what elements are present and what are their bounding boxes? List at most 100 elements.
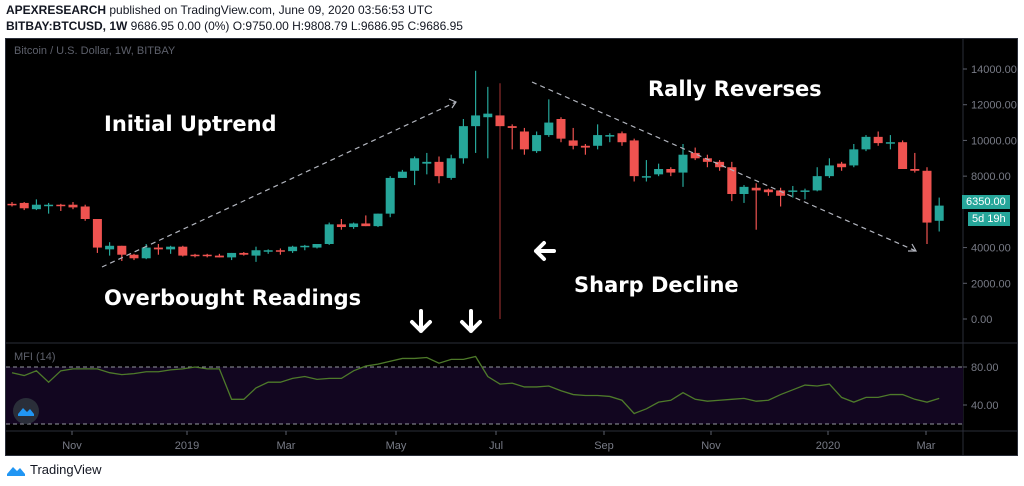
candle-body	[727, 167, 737, 195]
downtrend-line	[531, 81, 917, 252]
candle-body	[80, 206, 90, 220]
candle-body	[654, 169, 664, 175]
price-tick-label: 8000.00	[971, 171, 1011, 183]
candle-body	[446, 158, 456, 178]
candle-body	[788, 190, 798, 192]
symbol-title: Bitcoin / U.S. Dollar, 1W, BITBAY	[14, 45, 176, 57]
candle-body	[641, 176, 651, 178]
candle-body	[141, 247, 151, 259]
footer-brand[interactable]: TradingView	[6, 462, 102, 477]
annotation-initial-uptrend: Initial Uptrend	[104, 112, 277, 136]
mfi-tick-label: 40.00	[971, 400, 999, 412]
author-name: APEXRESEARCH	[6, 3, 107, 17]
candle-body	[19, 202, 29, 209]
candle-body	[178, 246, 188, 256]
candle-body	[507, 126, 517, 128]
candle-body	[910, 169, 920, 171]
candle-body	[227, 252, 237, 258]
candle-body	[349, 223, 359, 228]
time-tick-label: May	[386, 440, 407, 452]
candle-body	[312, 244, 322, 248]
candle-body	[239, 252, 249, 255]
candle-body	[776, 190, 786, 196]
candle-body	[214, 255, 224, 258]
time-tick-label: 2019	[175, 440, 199, 452]
candle-body	[751, 187, 761, 191]
publish-info: APEXRESEARCH published on TradingView.co…	[6, 3, 433, 17]
candle-body	[153, 247, 163, 250]
candle-body	[275, 250, 285, 252]
downtrend-arrowhead	[908, 243, 918, 252]
quote-values: 9686.95 0.00 (0%) O:9750.00 H:9808.79 L:…	[127, 19, 463, 33]
candle-body	[129, 254, 139, 259]
candle-body	[68, 204, 78, 208]
annotation-rally-reverses: Rally Reverses	[648, 77, 822, 101]
annotation-sharp-decline: Sharp Decline	[574, 273, 739, 297]
time-tick-label: Nov	[701, 440, 721, 452]
tradingview-badge[interactable]	[13, 398, 39, 424]
candle-body	[812, 176, 822, 191]
time-tick-label: Nov	[62, 440, 82, 452]
price-tick-label: 4000.00	[971, 243, 1011, 255]
candle-body	[532, 135, 542, 152]
uptrend-line	[101, 101, 457, 268]
candle-body	[31, 204, 41, 210]
chart-container[interactable]: 0.00 2000.00 4000.00 8000.00 10000.00 12000.0…	[5, 38, 1018, 456]
down-arrow-icon	[460, 309, 482, 333]
candle-body	[593, 135, 603, 146]
candle-body	[690, 152, 700, 159]
price-tick-label: 10000.00	[971, 135, 1017, 147]
candle-body	[580, 145, 590, 148]
candle-body	[324, 224, 334, 245]
candle-body	[763, 189, 773, 193]
chart-canvas[interactable]: 0.00 2000.00 4000.00 8000.00 10000.00 12000.0…	[6, 39, 1017, 455]
candle-body	[7, 203, 17, 206]
candle-body	[739, 186, 749, 195]
candle-body	[898, 142, 908, 170]
candle-body	[495, 115, 505, 127]
candle-body	[458, 126, 468, 159]
candle-body	[568, 140, 578, 146]
symbol-label: BITBAY:BTCUSD, 1W	[6, 19, 128, 33]
time-tick-label: Jul	[489, 440, 503, 452]
time-tick-label: Mar	[917, 440, 936, 452]
candle-body	[251, 250, 261, 256]
mfi-line	[11, 355, 940, 415]
price-tick-label: 2000.00	[971, 278, 1011, 290]
price-tick-label: 14000.00	[971, 64, 1017, 76]
candle-body	[300, 245, 310, 248]
annotation-overbought-readings: Overbought Readings	[104, 286, 362, 310]
candle-body	[117, 245, 127, 255]
price-tick-label: 12000.00	[971, 100, 1017, 112]
candle-body	[483, 113, 493, 118]
candle-body	[56, 204, 66, 207]
candle-body	[922, 170, 932, 223]
left-arrow-icon	[534, 241, 556, 261]
candle-body	[471, 115, 481, 127]
price-tick-label: 0.00	[971, 314, 992, 326]
candle-body	[190, 254, 200, 257]
candle-body	[519, 131, 529, 150]
candle-body	[617, 133, 627, 143]
time-tick-label: Sep	[594, 440, 614, 452]
candle-body	[837, 163, 847, 168]
candle-body	[934, 205, 944, 221]
mfi-band	[6, 367, 963, 424]
uptrend-arrowhead	[448, 98, 457, 109]
candle-body	[702, 158, 712, 162]
mfi-tick-label: 80.00	[971, 362, 999, 374]
candle-body	[544, 122, 554, 136]
candle-body	[44, 204, 54, 207]
candle-body	[263, 250, 273, 252]
candle-body	[92, 219, 102, 248]
candle-body	[361, 223, 371, 227]
candle-body	[556, 119, 566, 139]
candle-body	[434, 161, 444, 177]
brand-name: TradingView	[30, 462, 102, 477]
candle-body	[678, 154, 688, 173]
candle-body	[202, 254, 212, 257]
tradingview-logo-icon	[7, 466, 25, 476]
candle-body	[629, 140, 639, 177]
candle-body	[715, 161, 725, 168]
candle-body	[800, 190, 810, 192]
